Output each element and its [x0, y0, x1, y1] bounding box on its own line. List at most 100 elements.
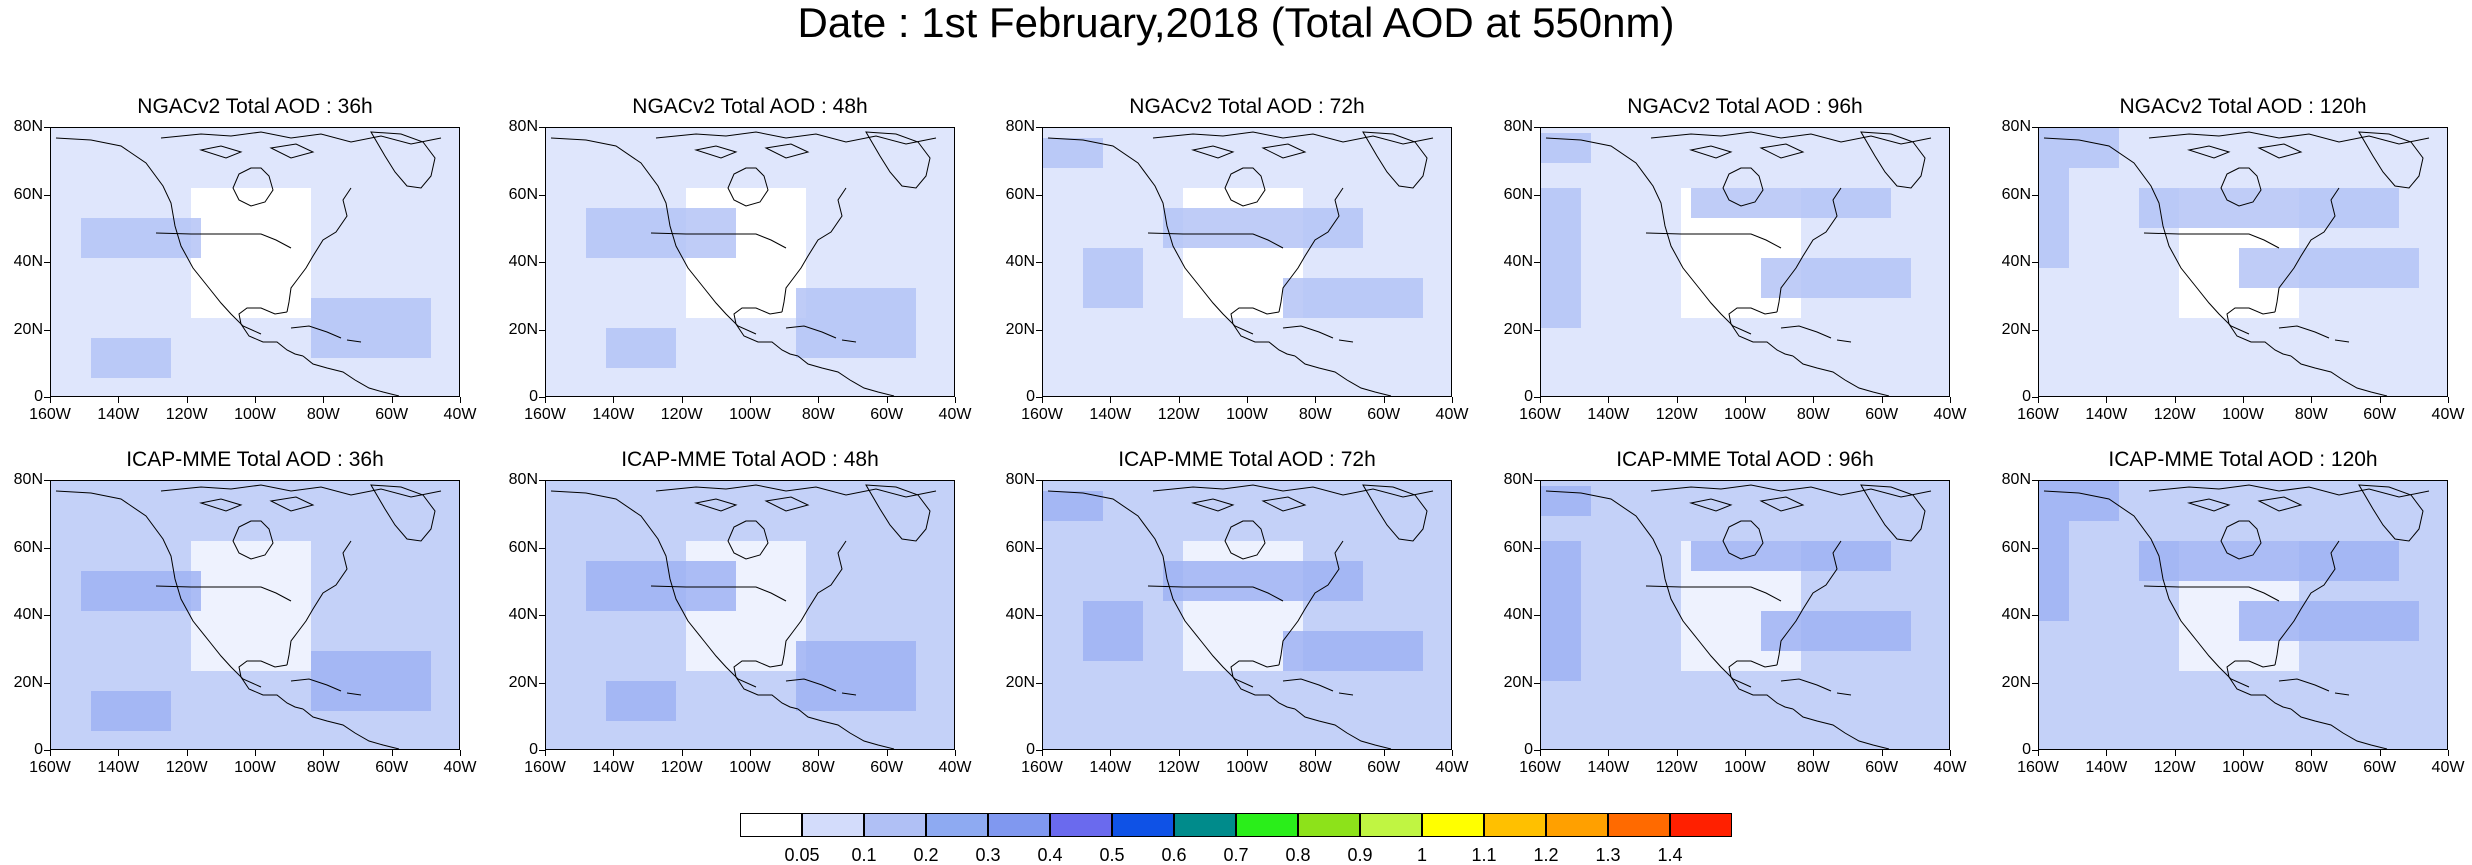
colorbar-swatch [1422, 813, 1484, 837]
lat-tick [539, 682, 545, 684]
lon-tick-label: 160W [524, 406, 566, 423]
lat-tick-label: 60N [1503, 185, 1533, 203]
coastline [1261, 143, 1307, 159]
panel-title: NGACv2 Total AOD : 120h [2119, 95, 2367, 118]
lon-tick-label: 140W [1587, 759, 1630, 776]
aod-low-region [191, 541, 311, 671]
coastline [1860, 484, 1926, 542]
lon-tick [2038, 397, 2039, 403]
lat-tick-label: 80N [2001, 471, 2031, 488]
coastline [785, 325, 837, 339]
lon-tick-label: 80W [1796, 759, 1830, 776]
lon-tick-label: 100W [729, 406, 771, 423]
lat-tick [539, 547, 545, 549]
lon-tick [1813, 397, 1815, 403]
lat-tick [1534, 682, 1540, 684]
colorbar-label: 0.9 [1347, 845, 1373, 865]
lat-tick-label: 40N [13, 606, 43, 623]
coastline [1147, 232, 1284, 249]
coastline [1282, 325, 1334, 339]
lon-tick-label: 100W [1724, 406, 1766, 423]
map-panel: NGACv2 Total AOD : 96h 80N 60N 40N 20N 0 160W 1… [1495, 95, 1967, 445]
lon-tick-label: 140W [1089, 406, 1132, 423]
lat-tick [1534, 329, 1540, 331]
coastline [1836, 339, 1852, 343]
lon-tick [1110, 750, 1112, 756]
coastline [290, 325, 342, 339]
lon-tick-label: 120W [660, 406, 703, 423]
colorbar-swatch [1360, 813, 1422, 837]
lon-tick [2311, 750, 2313, 756]
lon-tick-label: 40W [1435, 406, 1469, 423]
coastline [232, 167, 274, 207]
lat-tick-label: 60N [508, 538, 538, 556]
lon-tick [613, 750, 615, 756]
coastline [1650, 484, 1932, 498]
lon-tick [2174, 750, 2176, 756]
lat-tick-label: 20N [1005, 320, 1035, 338]
lon-tick-label: 80W [1298, 406, 1332, 423]
coastline [1047, 490, 1254, 688]
aod-high-region [1043, 138, 1103, 168]
coastline [1645, 585, 1782, 602]
coastline [865, 484, 931, 542]
coastline [1545, 490, 1752, 688]
aod-high-region [311, 651, 431, 711]
coastline [232, 520, 274, 560]
lon-tick [2448, 750, 2449, 756]
lat-tick [2032, 547, 2038, 549]
coastline [2143, 232, 2280, 249]
lat-tick-label: 20N [13, 320, 43, 338]
map-canvas [1043, 481, 1451, 749]
coastline [1191, 498, 1235, 512]
lat-tick [1036, 480, 1042, 481]
lat-tick [1036, 547, 1042, 549]
lat-tick [1036, 397, 1042, 398]
aod-map [50, 127, 460, 397]
lat-tick [1036, 329, 1042, 331]
panel-title: NGACv2 Total AOD : 36h [137, 95, 373, 118]
lon-tick [1745, 750, 1746, 756]
lat-tick [44, 329, 50, 331]
lon-tick [50, 397, 51, 403]
lat-tick-label: 20N [508, 320, 538, 338]
coastline [1224, 167, 1266, 207]
lon-tick-label: 60W [2363, 759, 2397, 776]
lon-tick [1178, 397, 1180, 403]
lat-tick-label: 80N [2001, 118, 2031, 135]
aod-high-region [2139, 541, 2399, 581]
aod-high-region [91, 338, 171, 378]
lon-tick-label: 160W [1021, 759, 1063, 776]
lon-tick [1540, 397, 1541, 403]
aod-high-region [1163, 208, 1363, 248]
panel-title: NGACv2 Total AOD : 48h [632, 95, 868, 118]
coastline [655, 484, 937, 498]
lat-tick [1534, 547, 1540, 549]
lon-tick [818, 750, 820, 756]
lon-tick-label: 160W [29, 759, 71, 776]
lon-tick-label: 160W [1519, 759, 1561, 776]
lon-tick-label: 160W [2017, 759, 2059, 776]
map-panel: NGACv2 Total AOD : 72h 80N 60N 40N 20N 0 160W 1… [997, 95, 1469, 445]
aod-high-region [1083, 601, 1143, 661]
coastline [2358, 484, 2424, 542]
coastline [2257, 496, 2303, 512]
colorbar-swatch [802, 813, 864, 837]
colorbar-label: 0.6 [1161, 845, 1187, 865]
coastline [1759, 143, 1805, 159]
coastline [1836, 692, 1852, 696]
map-panel: NGACv2 Total AOD : 120h 80N 60N 40N 20N 0 160W… [1993, 95, 2465, 445]
lon-tick-label: 120W [1157, 406, 1200, 423]
aod-map [1540, 127, 1950, 397]
lat-tick-label: 60N [13, 538, 43, 556]
lon-tick-label: 140W [2085, 759, 2128, 776]
lat-tick [44, 127, 50, 128]
lon-tick-label: 60W [870, 759, 904, 776]
lat-tick [1036, 682, 1042, 684]
coastline [1230, 660, 1296, 710]
lon-tick-label: 100W [2222, 759, 2264, 776]
lon-tick-label: 40W [1933, 406, 1967, 423]
lat-tick-label: 0 [1026, 741, 1035, 758]
coastline [2257, 143, 2303, 159]
lon-tick [545, 750, 546, 756]
